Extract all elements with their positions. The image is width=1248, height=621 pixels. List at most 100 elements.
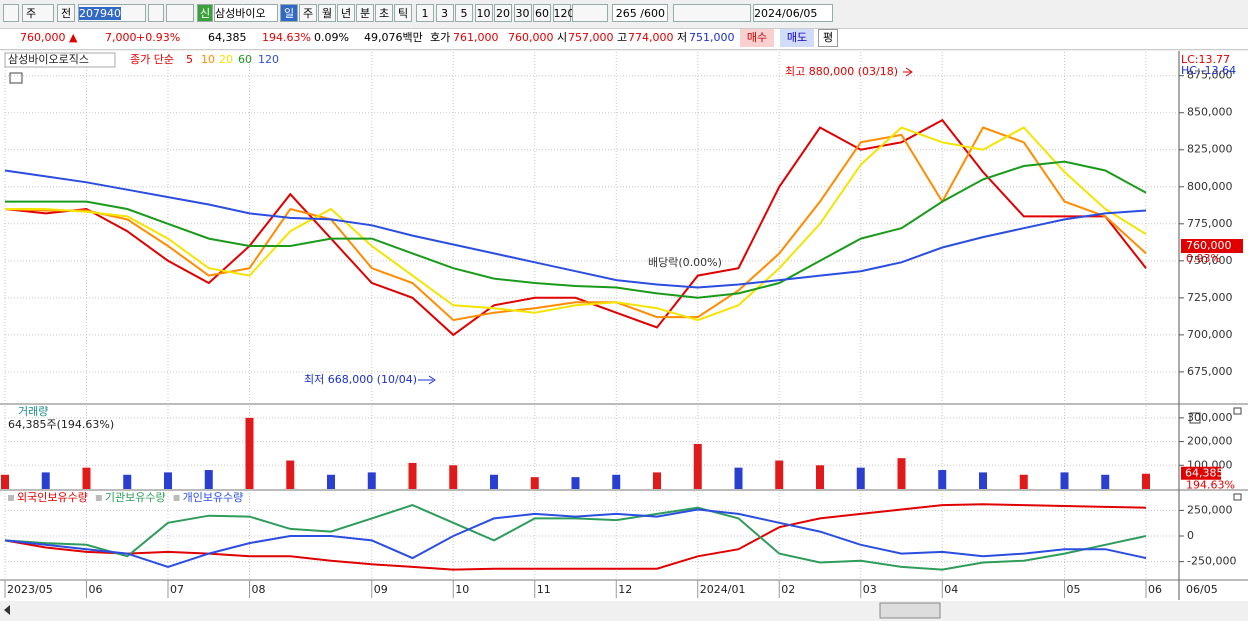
volume-bar bbox=[449, 465, 458, 489]
pane-title: 거래량 bbox=[18, 405, 48, 418]
volume-bar bbox=[490, 474, 498, 489]
volume-bar bbox=[856, 467, 865, 489]
bid: 760,000 bbox=[508, 31, 554, 44]
period-button[interactable]: 60 bbox=[533, 4, 551, 22]
period-button[interactable]: 분 bbox=[356, 4, 374, 22]
series-line bbox=[4, 503, 1147, 571]
period-button[interactable]: 틱 bbox=[394, 4, 412, 22]
search-icon[interactable] bbox=[148, 4, 164, 22]
x-tick-label: 03 bbox=[863, 583, 877, 596]
annotation: 최고 880,000 (03/18) bbox=[785, 65, 898, 78]
volume-bar bbox=[897, 458, 906, 489]
series-line bbox=[4, 169, 1147, 289]
y-tick-label: 675,000 bbox=[1187, 365, 1233, 378]
x-tick-label: 2024/01 bbox=[700, 583, 746, 596]
pane-icons bbox=[9, 72, 1242, 501]
x-tick-label: 05 bbox=[1067, 583, 1081, 596]
sound-icon[interactable] bbox=[166, 4, 194, 22]
series-line bbox=[4, 508, 1147, 568]
volume-bar bbox=[979, 472, 987, 489]
quote-bar bbox=[0, 28, 1248, 50]
period-button[interactable]: 5 bbox=[455, 4, 473, 22]
volume-bar bbox=[204, 470, 213, 489]
tool-icons[interactable] bbox=[673, 4, 751, 22]
period-button[interactable]: 120 bbox=[552, 4, 575, 22]
x-tick-label: 11 bbox=[537, 583, 551, 596]
change: 7,000 bbox=[105, 31, 137, 44]
y-tick-label: 750,000 bbox=[1187, 254, 1233, 267]
volume-bar bbox=[775, 460, 784, 489]
price-marker bbox=[1181, 239, 1243, 254]
price-marker-label: 760,000 bbox=[1186, 239, 1232, 252]
bid-label: 호가 bbox=[430, 31, 451, 44]
period-button[interactable]: 3 bbox=[435, 4, 454, 22]
y-tick-label: -250,000 bbox=[1187, 555, 1236, 568]
period-button[interactable]: 월 bbox=[318, 4, 336, 22]
hc-label: HC:-13.64 bbox=[1181, 64, 1236, 77]
legend-swatch bbox=[8, 495, 14, 501]
series-line bbox=[5, 160, 1147, 299]
period-button[interactable]: 1 bbox=[416, 4, 434, 22]
volume-bar bbox=[408, 462, 417, 489]
scrollbar[interactable] bbox=[0, 601, 1248, 621]
high-arrow bbox=[903, 67, 913, 77]
period-button[interactable]: 20 bbox=[494, 4, 512, 22]
buy-button[interactable]: 매수 bbox=[740, 29, 774, 47]
market-select[interactable]: 주 bbox=[22, 4, 54, 22]
y-tick-label: 250,000 bbox=[1187, 503, 1233, 516]
menu-icon[interactable] bbox=[3, 4, 19, 22]
y-tick-label: 825,000 bbox=[1187, 143, 1233, 156]
volume-bar bbox=[164, 472, 172, 489]
x-tick-label: 2023/05 bbox=[7, 583, 53, 596]
volume-bar bbox=[734, 467, 743, 489]
volume-bar bbox=[693, 443, 702, 489]
date-field[interactable]: 2024/06/05 bbox=[753, 4, 833, 22]
code-input[interactable]: 207940 bbox=[78, 4, 146, 22]
period-button[interactable]: 10 bbox=[474, 4, 493, 22]
x-tick-label: 09 bbox=[374, 583, 388, 596]
lc-label: LC:13.77 bbox=[1181, 53, 1230, 66]
period-button[interactable]: 일 bbox=[280, 4, 298, 22]
volume-bar bbox=[1142, 473, 1150, 489]
count-field[interactable]: 265 /600 bbox=[612, 4, 668, 22]
ask: 761,000 bbox=[453, 31, 499, 44]
new-badge: 신 bbox=[197, 4, 213, 22]
annotation: 배당락(0.00%) bbox=[648, 256, 722, 269]
scope-button[interactable]: 전 bbox=[57, 4, 75, 22]
scroll-buttons[interactable] bbox=[879, 602, 941, 619]
period-button[interactable]: 년 bbox=[337, 4, 355, 22]
series-line bbox=[4, 118, 1147, 337]
legend-entry: 외국인보유수량 bbox=[17, 491, 88, 504]
scroll-left[interactable] bbox=[4, 605, 10, 615]
x-tick-label: 12 bbox=[618, 583, 632, 596]
high-label: 고 bbox=[617, 31, 628, 44]
x-end-label: 06/05 bbox=[1186, 583, 1218, 596]
volume-bar bbox=[653, 472, 661, 489]
x-tick-label: 04 bbox=[944, 583, 958, 596]
low-arrow bbox=[418, 375, 436, 385]
chart-title: 삼성바이오로직스 bbox=[8, 53, 89, 66]
high: 774,000 bbox=[628, 31, 674, 44]
legend-entry: 20 bbox=[219, 53, 233, 66]
legend-entry: 60 bbox=[238, 53, 252, 66]
y-tick-label: 775,000 bbox=[1187, 217, 1233, 230]
volume-bar bbox=[1060, 472, 1069, 489]
period-button[interactable]: 30 bbox=[513, 4, 532, 22]
legend-entry: 5 bbox=[186, 53, 193, 66]
period-button[interactable]: 초 bbox=[375, 4, 393, 22]
dropdown[interactable] bbox=[572, 4, 608, 22]
period-button[interactable]: 주 bbox=[299, 4, 317, 22]
volume-bar bbox=[1, 474, 9, 489]
open: 757,000 bbox=[568, 31, 614, 44]
amount: 49,076백만 bbox=[364, 31, 423, 44]
pane-subtitle: 64,385주(194.63%) bbox=[8, 418, 114, 431]
price: 760,000 ▲ bbox=[20, 31, 78, 44]
avg-button[interactable]: 평 bbox=[818, 29, 838, 47]
legend-entry: 120 bbox=[258, 53, 279, 66]
y-tick-label: 700,000 bbox=[1187, 328, 1233, 341]
x-tick-label: 08 bbox=[252, 583, 266, 596]
x-tick-label: 10 bbox=[455, 583, 469, 596]
volume-marker bbox=[1181, 466, 1221, 480]
y-tick-label: 725,000 bbox=[1187, 291, 1233, 304]
sell-button[interactable]: 매도 bbox=[780, 29, 814, 47]
